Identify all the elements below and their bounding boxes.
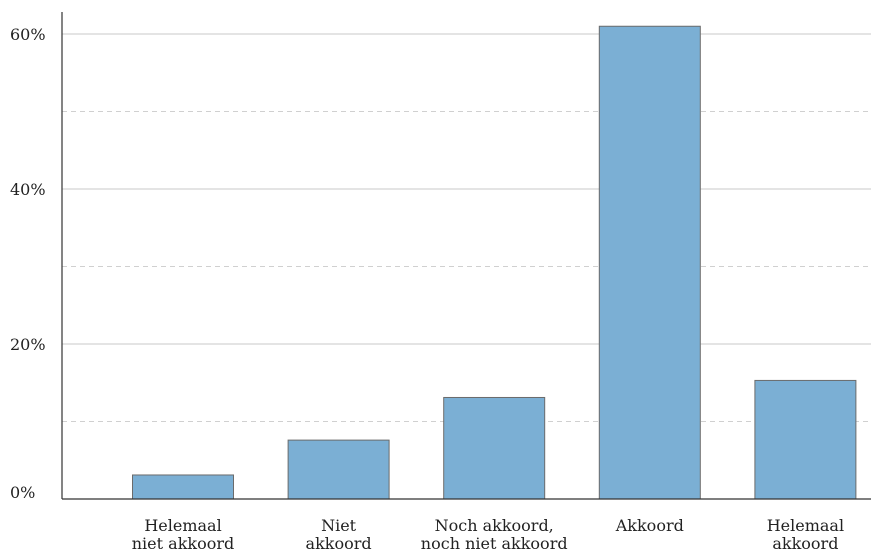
x-category-label-line: Akkoord: [615, 516, 684, 535]
x-category-label-line: akkoord: [306, 534, 372, 553]
x-category-label-line: Helemaal: [144, 516, 221, 535]
x-category-label-line: niet akkoord: [132, 534, 235, 553]
y-tick-label-1: 20%: [10, 335, 46, 354]
x-category-label-line: noch niet akkoord: [421, 534, 568, 553]
y-tick-label-2: 40%: [10, 180, 46, 199]
bar-2: [443, 396, 546, 500]
bar-4: [754, 379, 857, 500]
bars: [132, 25, 857, 500]
bar-3: [598, 25, 701, 500]
x-category-label-3: Akkoord: [615, 516, 684, 535]
x-category-label-4: Helemaal akkoord: [767, 516, 844, 553]
x-category-label-0: Helemaal niet akkoord: [132, 516, 235, 553]
x-category-label-line: Niet: [321, 516, 357, 535]
x-category-label-2: Noch akkoord, noch niet akkoord: [421, 516, 568, 553]
y-axis-tick-labels: 0% 20% 40% 60%: [10, 25, 46, 502]
bar-0: [132, 474, 234, 500]
y-tick-label-3: 60%: [10, 25, 46, 44]
x-category-label-1: Niet akkoord: [306, 516, 372, 553]
gridlines: [62, 33, 871, 422]
bar-1: [287, 439, 390, 500]
x-category-label-line: Helemaal: [767, 516, 844, 535]
x-category-label-line: akkoord: [772, 534, 838, 553]
x-category-label-line: Noch akkoord,: [435, 516, 554, 535]
y-tick-label-0: 0%: [10, 483, 35, 502]
